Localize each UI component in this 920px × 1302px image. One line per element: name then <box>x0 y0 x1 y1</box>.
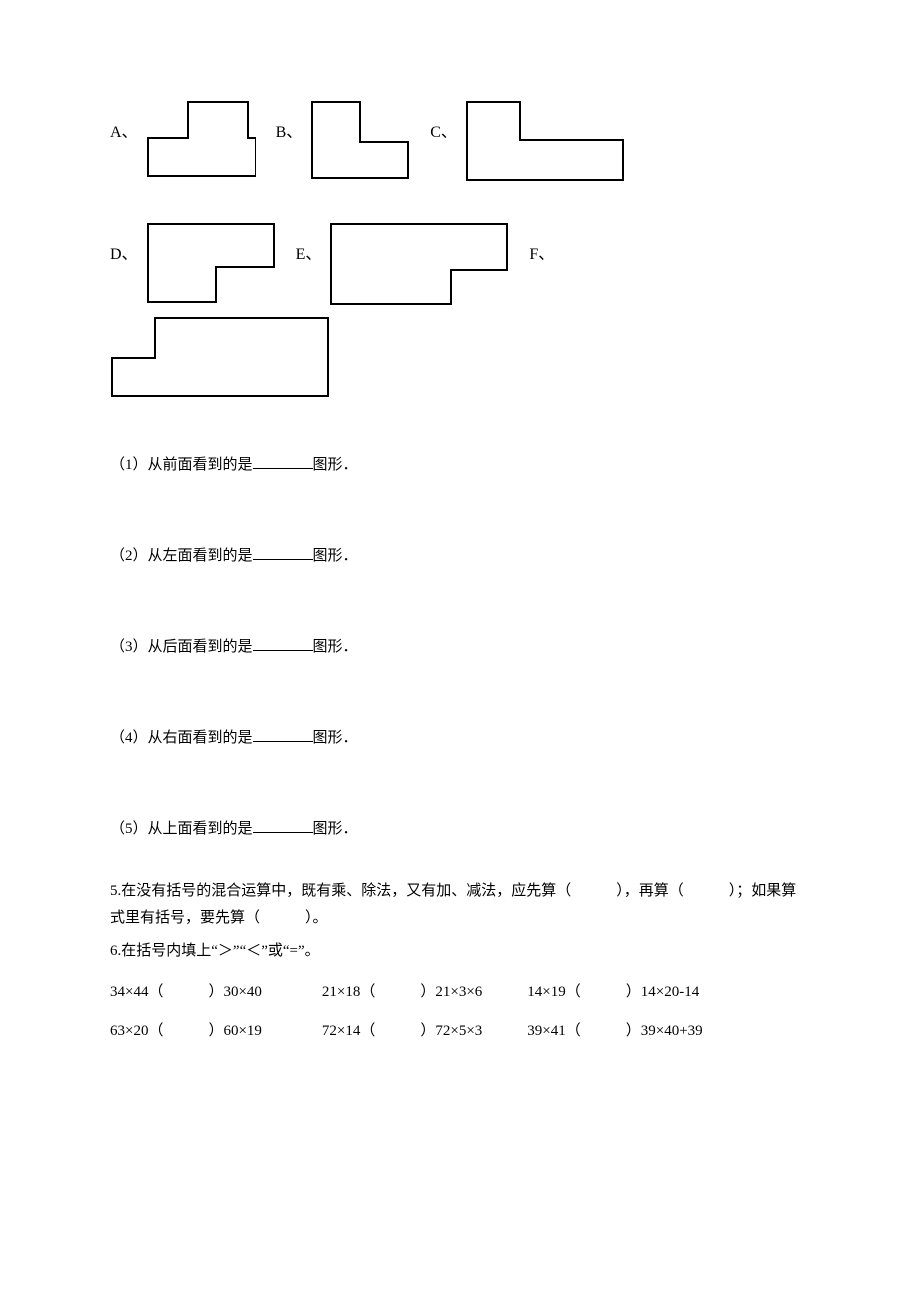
compare-row-2: 63×20（ ）60×19 72×14（ ）72×5×3 39×41（ ）39×… <box>110 1018 810 1045</box>
q1-post: 图形． <box>313 457 358 473</box>
q2-post: 图形． <box>313 548 358 564</box>
q3-pre: （3）从后面看到的是 <box>110 639 253 655</box>
q1-blank <box>253 455 313 469</box>
question-5: （5）从上面看到的是 图形． <box>110 817 810 838</box>
label-b: B、 <box>276 118 303 142</box>
section-5: 5.在没有括号的混合运算中，既有乘、除法，又有加、减法，应先算（ ），再算（ ）… <box>110 878 810 932</box>
q4-blank <box>253 728 313 742</box>
q5-blank <box>253 819 313 833</box>
label-a: A、 <box>110 118 138 142</box>
shape-group-e: E、 <box>296 222 530 306</box>
shape-group-f-label: F、 <box>529 222 562 264</box>
shape-f <box>110 316 330 398</box>
shape-d <box>146 222 276 304</box>
shape-e <box>329 222 509 306</box>
question-4: （4）从右面看到的是 图形． <box>110 726 810 747</box>
shapes-row-1: A、 B、 C、 <box>110 100 810 182</box>
q1-pre: （1）从前面看到的是 <box>110 457 253 473</box>
q5-pre: （5）从上面看到的是 <box>110 821 253 837</box>
shape-group-a: A、 <box>110 100 276 178</box>
label-f: F、 <box>529 240 554 264</box>
q3-post: 图形． <box>313 639 358 655</box>
q3-blank <box>253 637 313 651</box>
shape-group-c: C、 <box>430 100 645 182</box>
shapes-row-2: D、 E、 F、 <box>110 222 810 306</box>
label-e: E、 <box>296 240 322 264</box>
shape-a <box>146 100 256 178</box>
q2-pre: （2）从左面看到的是 <box>110 548 253 564</box>
section-6: 6.在括号内填上“＞”“＜”或“=”。 <box>110 938 810 965</box>
q4-post: 图形． <box>313 730 358 746</box>
compare-block: 34×44（ ）30×40 21×18（ ）21×3×6 14×19（ ）14×… <box>110 979 810 1045</box>
questions-block: （1）从前面看到的是图形． （2）从左面看到的是图形． （3）从后面看到的是图形… <box>110 453 810 838</box>
shape-group-d: D、 <box>110 222 296 304</box>
label-d: D、 <box>110 240 138 264</box>
question-1: （1）从前面看到的是 图形． <box>110 453 810 474</box>
q5-post: 图形． <box>313 821 358 837</box>
shape-b <box>310 100 410 180</box>
question-2: （2）从左面看到的是 图形． <box>110 544 810 565</box>
q4-pre: （4）从右面看到的是 <box>110 730 253 746</box>
compare-row-1: 34×44（ ）30×40 21×18（ ）21×3×6 14×19（ ）14×… <box>110 979 810 1006</box>
q2-blank <box>253 546 313 560</box>
question-3: （3）从后面看到的是 图形． <box>110 635 810 656</box>
shape-c <box>465 100 625 182</box>
page: A、 B、 C、 D、 E、 <box>0 0 920 1157</box>
shape-group-b: B、 <box>276 100 431 180</box>
shape-f-wrap <box>110 316 810 403</box>
label-c: C、 <box>430 118 457 142</box>
